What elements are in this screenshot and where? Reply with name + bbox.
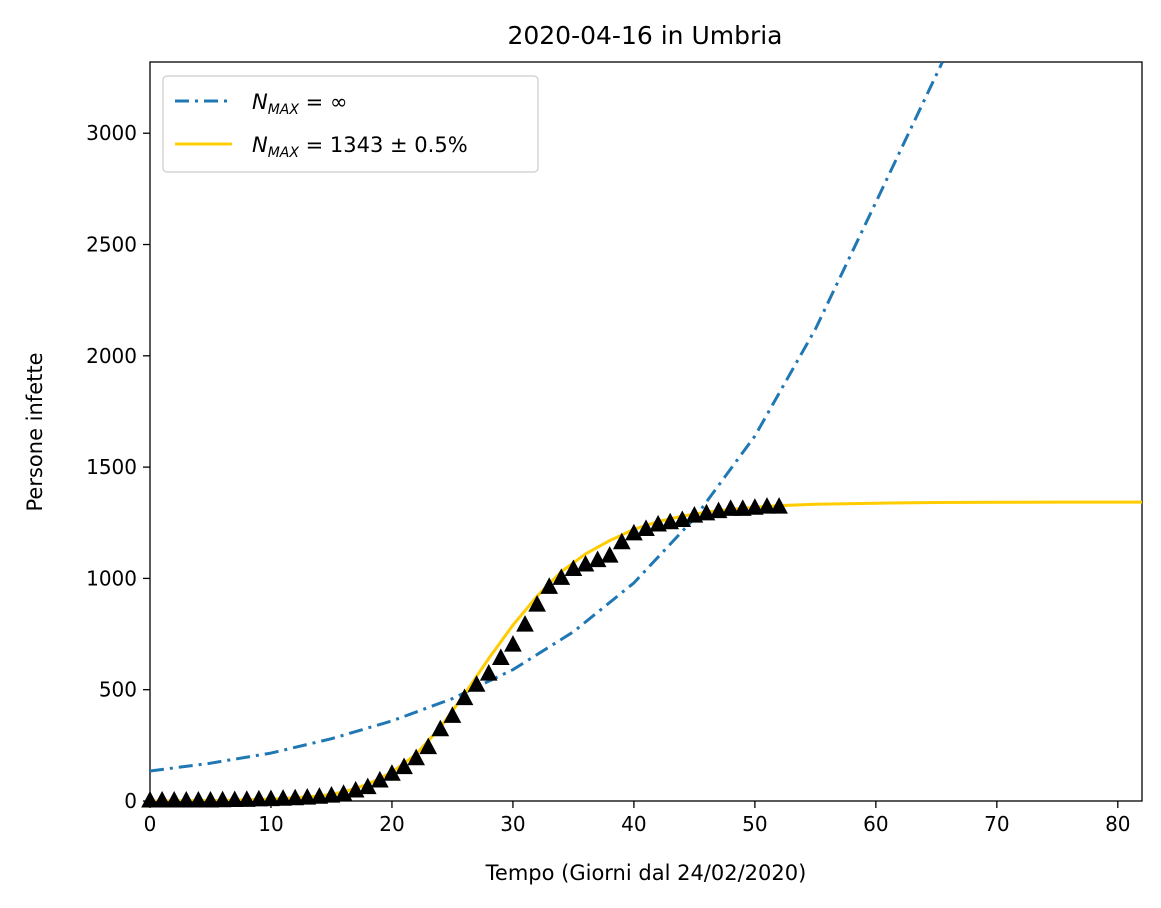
data-point-marker: [733, 499, 752, 516]
data-point-marker: [189, 790, 208, 808]
data-point-marker: [612, 532, 631, 550]
data-point-marker: [225, 790, 244, 808]
exponential-series-line: [150, 62, 944, 773]
data-point-marker: [552, 568, 571, 585]
plot-frame: [149, 61, 1143, 802]
x-tick-label: 50: [742, 812, 767, 836]
data-point-marker: [576, 554, 595, 572]
legend-box: [162, 75, 539, 173]
data-point-marker: [479, 664, 498, 681]
legend-label-exponential: NMAX = ∞: [252, 90, 347, 118]
y-tick-label: 2000: [86, 344, 137, 368]
data-point-marker: [637, 519, 655, 536]
data-point-marker: [395, 757, 413, 775]
data-point-marker: [516, 615, 534, 632]
legend-value: 1343 ± 0.5%: [330, 133, 468, 157]
data-point-marker: [310, 787, 329, 804]
y-tick-label: 0: [124, 789, 137, 813]
data-point-marker: [709, 501, 728, 519]
plot-area: [141, 61, 1143, 808]
data-point-marker: [491, 648, 510, 666]
data-point-marker: [419, 737, 438, 755]
data-point-marker: [528, 595, 546, 612]
data-point-marker: [431, 719, 450, 737]
data-point-marker: [625, 523, 643, 541]
y-tick-label: 1500: [86, 455, 137, 479]
data-point-marker: [201, 790, 220, 808]
y-tick-label: 3000: [86, 121, 137, 145]
x-tick-label: 20: [379, 812, 404, 836]
data-point-marker: [673, 510, 692, 528]
data-point-marker: [455, 688, 474, 706]
data-point-marker: [721, 499, 740, 516]
data-point-marker: [758, 497, 776, 514]
data-point-marker: [443, 706, 462, 723]
x-tick-label: 80: [1105, 812, 1130, 836]
legend-label-logistic: NMAX = 1343 ± 0.5%: [252, 133, 468, 161]
data-point-marker: [153, 790, 171, 808]
legend-subscript: MAX: [268, 145, 300, 161]
legend-symbol: N: [252, 90, 268, 114]
data-point-marker: [177, 790, 196, 808]
legend-value: ∞: [330, 90, 348, 114]
data-point-marker: [697, 503, 716, 521]
data-point-marker: [685, 506, 704, 523]
data-point-marker: [564, 559, 583, 577]
legend-subscript: MAX: [268, 102, 300, 118]
y-axis-label: Persone infette: [23, 352, 47, 511]
y-tick-label: 500: [99, 678, 137, 702]
data-point-marker: [540, 577, 559, 594]
data-point-marker: [600, 546, 619, 563]
y-tick-label: 2500: [86, 233, 137, 257]
data-point-marker: [649, 514, 667, 532]
data-point-marker: [467, 675, 486, 692]
data-point-marker: [407, 748, 425, 766]
series-layer: [141, 62, 1142, 808]
y-axis-ticks: 0 500 1000 1500 2000 2500 3000: [86, 121, 150, 813]
data-point-marker: [213, 790, 232, 808]
observed-points: [141, 497, 788, 808]
data-point-marker: [165, 790, 184, 808]
data-point-marker: [504, 635, 522, 652]
x-axis-label: Tempo (Giorni dal 24/02/2020): [485, 861, 807, 885]
x-tick-label: 30: [500, 812, 525, 836]
data-point-marker: [274, 789, 292, 806]
data-point-marker: [286, 788, 305, 806]
legend-equals: =: [299, 133, 330, 157]
chart-title: 2020-04-16 in Umbria: [507, 21, 782, 50]
x-tick-label: 10: [258, 812, 283, 836]
x-tick-label: 60: [863, 812, 888, 836]
legend-equals: =: [299, 90, 330, 114]
legend: NMAX = ∞NMAX = 1343 ± 0.5%: [162, 75, 539, 173]
data-point-marker: [322, 786, 341, 803]
y-tick-label: 1000: [86, 566, 137, 590]
x-tick-label: 70: [984, 812, 1009, 836]
x-tick-label: 40: [621, 812, 646, 836]
x-tick-label: 0: [144, 812, 157, 836]
data-point-marker: [770, 497, 788, 514]
logistic-series-line: [150, 500, 1142, 801]
x-axis-ticks: 0 10 20 30 40 50 60 70 80: [144, 801, 1131, 836]
legend-symbol: N: [252, 133, 268, 157]
data-point-marker: [237, 790, 256, 807]
data-point-marker: [661, 512, 680, 530]
data-point-marker: [298, 788, 317, 805]
data-point-marker: [250, 789, 268, 807]
data-point-marker: [746, 498, 764, 515]
data-point-marker: [588, 550, 607, 568]
